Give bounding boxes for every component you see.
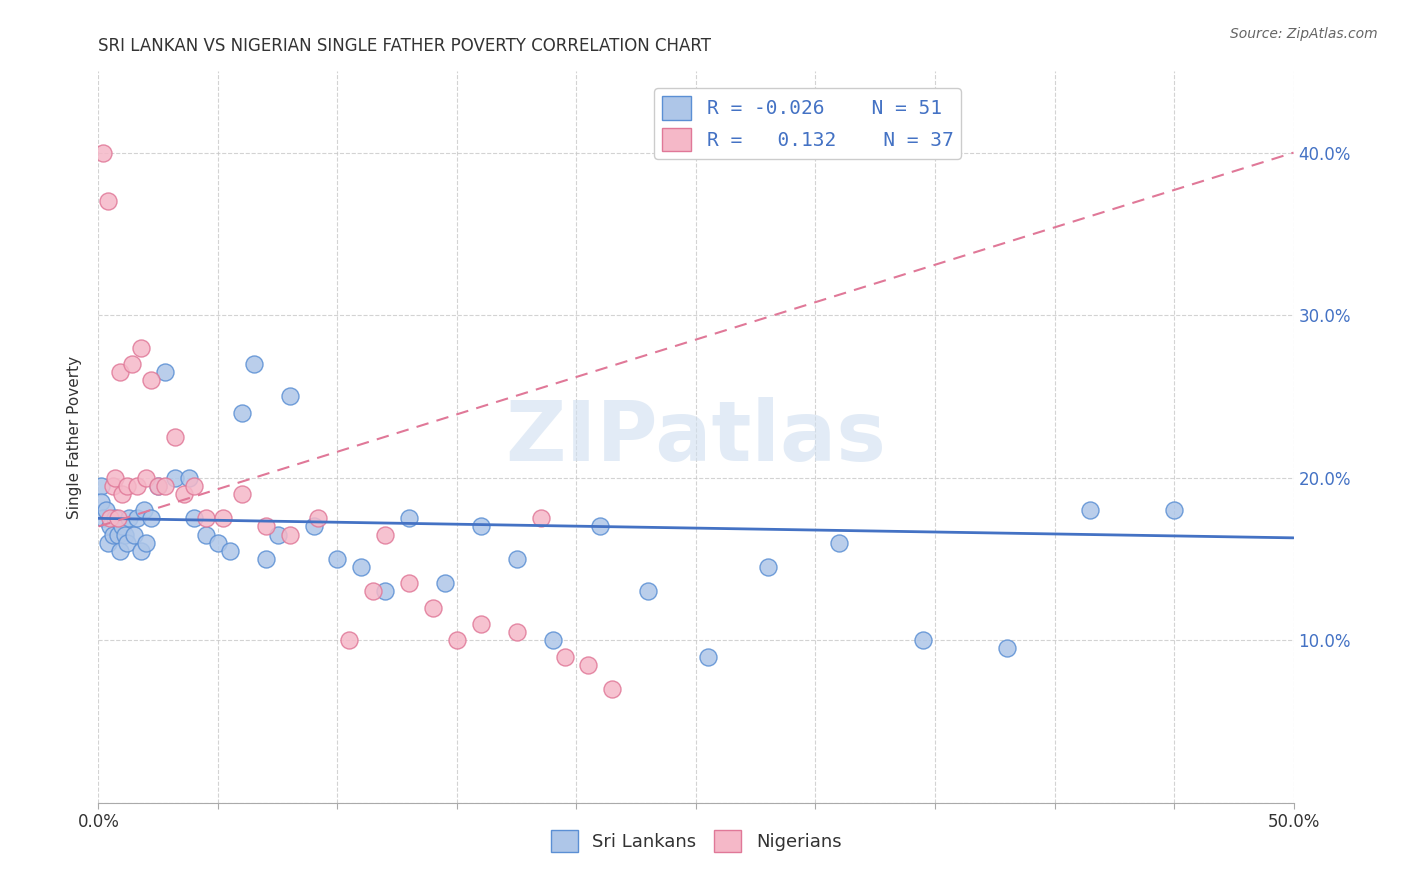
Point bbox=[995, 641, 1018, 656]
Point bbox=[254, 519, 277, 533]
Point bbox=[139, 511, 162, 525]
Point bbox=[231, 487, 253, 501]
Point bbox=[267, 527, 290, 541]
Point bbox=[195, 527, 218, 541]
Point bbox=[107, 511, 129, 525]
Point bbox=[307, 511, 329, 525]
Point bbox=[90, 495, 112, 509]
Point bbox=[183, 479, 205, 493]
Point bbox=[506, 625, 529, 640]
Point bbox=[506, 552, 529, 566]
Point bbox=[148, 479, 170, 493]
Legend: Sri Lankans, Nigerians: Sri Lankans, Nigerians bbox=[543, 823, 849, 860]
Point bbox=[446, 633, 468, 648]
Point bbox=[243, 357, 266, 371]
Point bbox=[637, 584, 659, 599]
Point bbox=[602, 681, 624, 696]
Point bbox=[183, 511, 205, 525]
Point bbox=[98, 511, 122, 525]
Point bbox=[97, 194, 120, 209]
Point bbox=[94, 503, 117, 517]
Point bbox=[115, 535, 138, 549]
Point bbox=[1163, 503, 1185, 517]
Point bbox=[121, 357, 143, 371]
Point bbox=[155, 365, 177, 379]
Point bbox=[108, 544, 131, 558]
Point bbox=[326, 552, 349, 566]
Point bbox=[398, 576, 420, 591]
Point bbox=[163, 471, 186, 485]
Point bbox=[131, 341, 153, 355]
Point bbox=[91, 145, 114, 160]
Point bbox=[135, 471, 157, 485]
Point bbox=[231, 406, 253, 420]
Point bbox=[132, 503, 155, 517]
Text: SRI LANKAN VS NIGERIAN SINGLE FATHER POVERTY CORRELATION CHART: SRI LANKAN VS NIGERIAN SINGLE FATHER POV… bbox=[98, 37, 711, 54]
Point bbox=[111, 487, 134, 501]
Point bbox=[98, 519, 122, 533]
Point bbox=[697, 649, 720, 664]
Point bbox=[374, 527, 396, 541]
Point bbox=[434, 576, 457, 591]
Point bbox=[101, 527, 124, 541]
Point bbox=[374, 584, 396, 599]
Point bbox=[470, 617, 492, 632]
Point bbox=[530, 511, 553, 525]
Point bbox=[163, 430, 186, 444]
Point bbox=[101, 479, 124, 493]
Point bbox=[207, 535, 229, 549]
Point bbox=[124, 527, 146, 541]
Point bbox=[108, 365, 131, 379]
Point bbox=[363, 584, 385, 599]
Point bbox=[118, 511, 141, 525]
Point bbox=[111, 519, 134, 533]
Point bbox=[195, 511, 218, 525]
Point bbox=[278, 389, 301, 403]
Point bbox=[179, 471, 201, 485]
Point bbox=[756, 560, 779, 574]
Point bbox=[155, 479, 177, 493]
Point bbox=[104, 471, 127, 485]
Point bbox=[91, 511, 114, 525]
Point bbox=[135, 535, 157, 549]
Point bbox=[114, 527, 136, 541]
Point bbox=[278, 527, 301, 541]
Point bbox=[470, 519, 492, 533]
Point bbox=[422, 600, 444, 615]
Point bbox=[125, 479, 148, 493]
Point bbox=[554, 649, 576, 664]
Y-axis label: Single Father Poverty: Single Father Poverty bbox=[67, 356, 83, 518]
Point bbox=[911, 633, 934, 648]
Point bbox=[589, 519, 612, 533]
Point bbox=[254, 552, 277, 566]
Point bbox=[828, 535, 851, 549]
Point bbox=[339, 633, 361, 648]
Point bbox=[148, 479, 170, 493]
Point bbox=[1080, 503, 1102, 517]
Point bbox=[541, 633, 564, 648]
Point bbox=[173, 487, 195, 501]
Point bbox=[115, 479, 138, 493]
Point bbox=[139, 373, 162, 387]
Point bbox=[104, 511, 127, 525]
Point bbox=[97, 535, 120, 549]
Point bbox=[211, 511, 233, 525]
Point bbox=[302, 519, 325, 533]
Point bbox=[219, 544, 242, 558]
Point bbox=[90, 479, 112, 493]
Text: Source: ZipAtlas.com: Source: ZipAtlas.com bbox=[1230, 27, 1378, 41]
Point bbox=[125, 511, 148, 525]
Point bbox=[398, 511, 420, 525]
Point bbox=[107, 527, 129, 541]
Point bbox=[578, 657, 600, 672]
Point bbox=[350, 560, 373, 574]
Point bbox=[131, 544, 153, 558]
Text: ZIPatlas: ZIPatlas bbox=[506, 397, 886, 477]
